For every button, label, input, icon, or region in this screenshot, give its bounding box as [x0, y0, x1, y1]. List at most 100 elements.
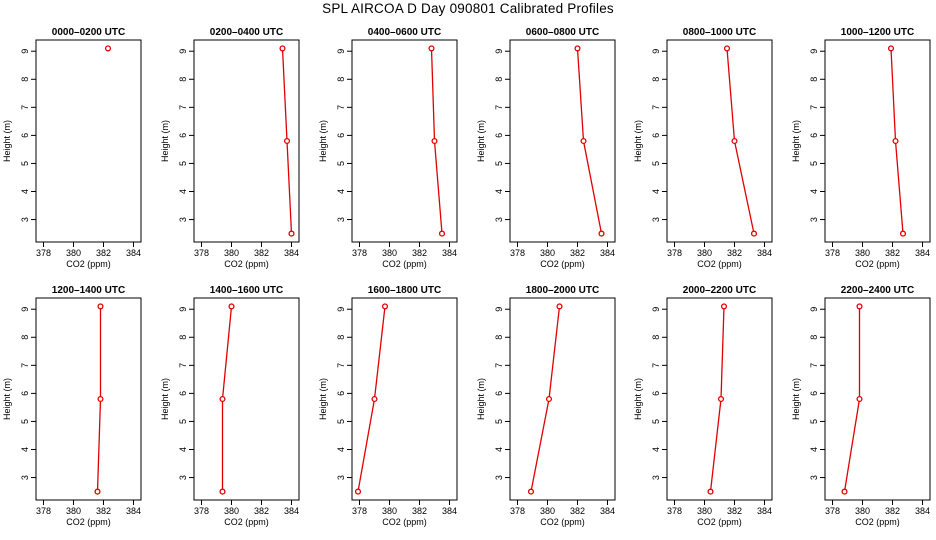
y-tick-label: 9 [20, 49, 30, 54]
y-axis-label: Height (m) [791, 120, 801, 162]
x-axis-label: CO2 (ppm) [66, 259, 111, 269]
data-point [887, 45, 895, 52]
y-tick-label: 5 [178, 161, 188, 166]
x-tick-label: 380 [697, 506, 712, 516]
chart-panel-12: 2200–2400 UTC 378 380 382 384 3 4 5 6 7 8 9 CO2 (ppm… [791, 285, 931, 527]
y-tick-label: 7 [178, 105, 188, 110]
panel-title: 0600–0800 UTC [526, 27, 599, 38]
panel-title: 2000–2200 UTC [683, 285, 756, 296]
x-tick-label: 382 [727, 248, 742, 258]
data-point [899, 230, 907, 237]
x-tick-label: 380 [66, 248, 81, 258]
data-point [438, 230, 446, 237]
data-point [717, 395, 725, 403]
data-point [428, 45, 435, 52]
data-point [97, 395, 104, 403]
x-tick-label: 384 [757, 506, 772, 516]
y-tick-label: 7 [809, 363, 819, 368]
y-tick-label: 5 [336, 161, 346, 166]
y-tick-label: 5 [651, 419, 661, 424]
x-axis-label: CO2 (ppm) [855, 259, 900, 269]
y-tick-label: 5 [809, 419, 819, 424]
chart-panel-5: 0800–1000 UTC 378 380 382 384 3 4 5 6 7 8 9 CO2 (ppm… [633, 27, 773, 269]
data-point [720, 303, 728, 310]
x-tick-label: 380 [382, 248, 397, 258]
y-axis-label: Height (m) [160, 120, 170, 162]
y-tick-label: 9 [494, 49, 504, 54]
y-tick-label: 9 [809, 307, 819, 312]
data-point [527, 488, 535, 495]
x-tick-label: 380 [224, 506, 239, 516]
y-tick-label: 5 [20, 161, 30, 166]
y-tick-label: 8 [20, 77, 30, 82]
data-point [856, 395, 863, 403]
y-axis-label: Height (m) [2, 378, 12, 420]
data-point [723, 45, 731, 52]
x-tick-label: 378 [36, 506, 51, 516]
chart-panel-4: 0600–0800 UTC 378 380 382 384 3 4 5 6 7 8 9 CO2 (ppm… [476, 27, 616, 269]
y-tick-label: 8 [651, 77, 661, 82]
y-tick-label: 4 [651, 189, 661, 194]
x-tick-label: 382 [254, 248, 269, 258]
chart-panel-3: 0400–0600 UTC 378 380 382 384 3 4 5 6 7 8 9 CO2 (ppm… [318, 27, 458, 269]
y-tick-label: 6 [651, 133, 661, 138]
y-axis-label: Height (m) [633, 378, 643, 420]
x-tick-label: 384 [757, 248, 772, 258]
x-tick-label: 384 [600, 506, 615, 516]
y-axis-label: Height (m) [633, 120, 643, 162]
x-tick-label: 384 [442, 506, 457, 516]
y-tick-label: 6 [336, 133, 346, 138]
x-axis-label: CO2 (ppm) [382, 259, 427, 269]
y-tick-label: 4 [20, 447, 30, 452]
y-axis-label: Height (m) [318, 120, 328, 162]
x-tick-label: 384 [284, 506, 299, 516]
y-tick-label: 3 [809, 475, 819, 480]
chart-panel-2: 0200–0400 UTC 378 380 382 384 3 4 5 6 7 8 9 CO2 (ppm… [160, 27, 300, 269]
x-tick-label: 382 [570, 506, 585, 516]
chart-panel-6: 1000–1200 UTC 378 380 382 384 3 4 5 6 7 8 9 CO2 (ppm… [791, 27, 931, 269]
y-tick-label: 5 [336, 419, 346, 424]
panel-title: 1200–1400 UTC [52, 285, 125, 296]
data-point [279, 45, 286, 52]
y-tick-label: 8 [178, 77, 188, 82]
x-tick-label: 384 [915, 248, 930, 258]
data-point [283, 137, 291, 145]
x-tick-label: 382 [254, 506, 269, 516]
y-tick-label: 9 [809, 49, 819, 54]
y-tick-label: 9 [178, 307, 188, 312]
x-tick-label: 380 [697, 248, 712, 258]
panel-title: 2200–2400 UTC [841, 285, 914, 296]
data-point [104, 45, 112, 52]
y-tick-label: 9 [178, 49, 188, 54]
plot-frame [666, 39, 773, 243]
y-tick-label: 9 [651, 49, 661, 54]
chart-panel-10: 1800–2000 UTC 378 380 382 384 3 4 5 6 7 8 9 CO2 (ppm… [476, 285, 616, 527]
plot-frame [509, 297, 616, 501]
data-point [371, 395, 378, 403]
x-tick-label: 384 [915, 506, 930, 516]
panel-title: 1400–1600 UTC [210, 285, 283, 296]
data-point [731, 137, 738, 145]
chart-panel-1: 0000–0200 UTC 378 380 382 384 3 4 5 6 7 8 9 CO2 (ppm… [2, 27, 142, 269]
plot-frame [35, 39, 142, 243]
x-tick-label: 384 [442, 248, 457, 258]
x-tick-label: 378 [667, 506, 682, 516]
y-tick-label: 7 [651, 105, 661, 110]
figure-title: SPL AIRCOA D Day 090801 Calibrated Profi… [322, 1, 614, 16]
x-tick-label: 378 [825, 506, 840, 516]
y-tick-label: 7 [20, 105, 30, 110]
x-axis-label: CO2 (ppm) [540, 517, 585, 527]
chart-panel-7: 1200–1400 UTC 378 380 382 384 3 4 5 6 7 8 9 CO2 (ppm… [2, 285, 142, 527]
y-tick-label: 3 [651, 475, 661, 480]
y-tick-label: 8 [20, 335, 30, 340]
y-tick-label: 9 [494, 307, 504, 312]
y-tick-label: 6 [178, 391, 188, 396]
x-tick-label: 380 [855, 506, 870, 516]
x-tick-label: 380 [382, 506, 397, 516]
y-axis-label: Height (m) [160, 378, 170, 420]
y-tick-label: 8 [336, 335, 346, 340]
data-point [841, 488, 848, 495]
profile-line [530, 306, 561, 492]
chart-panel-8: 1400–1600 UTC 378 380 382 384 3 4 5 6 7 8 9 CO2 (ppm… [160, 285, 300, 527]
y-tick-label: 3 [178, 475, 188, 480]
